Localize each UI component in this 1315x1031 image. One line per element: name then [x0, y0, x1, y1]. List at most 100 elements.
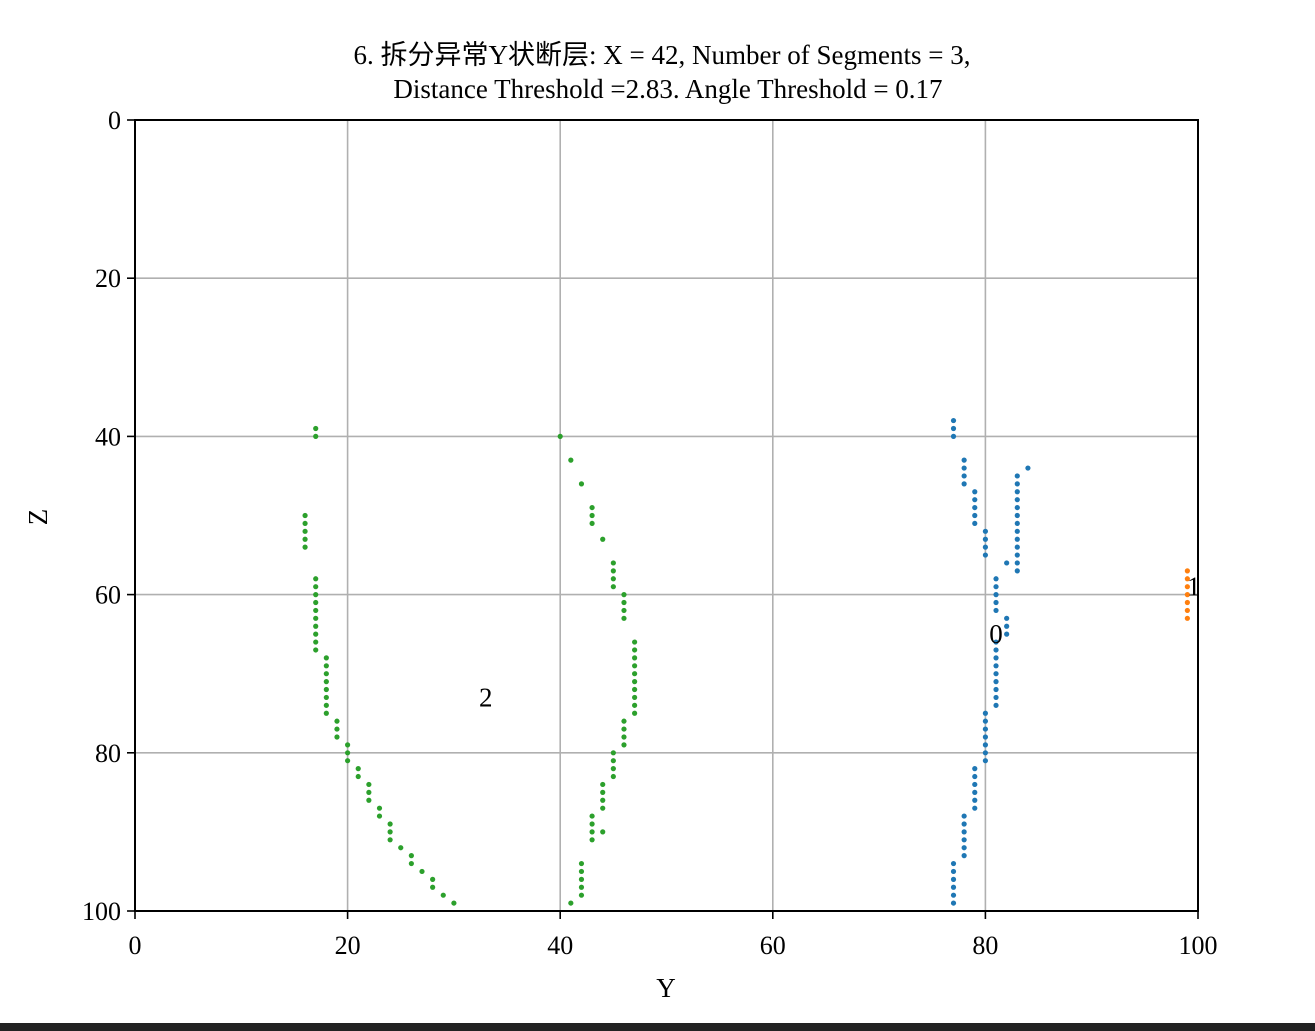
data-point [961, 465, 967, 471]
x-tick-label: 80 [972, 931, 998, 960]
data-point [632, 671, 638, 677]
data-point [632, 702, 638, 708]
data-point [323, 655, 329, 661]
data-point [1014, 568, 1020, 574]
data-point [621, 615, 627, 621]
x-tick-label: 60 [760, 931, 786, 960]
data-point [993, 679, 999, 685]
data-point [313, 576, 319, 582]
data-point [1004, 623, 1010, 629]
data-point [440, 892, 446, 898]
x-tick-label: 100 [1179, 931, 1218, 960]
data-point [323, 686, 329, 693]
y-tick-label: 40 [95, 422, 121, 451]
data-point [610, 584, 616, 590]
data-point [950, 417, 957, 424]
data-point [982, 726, 989, 732]
data-point [578, 481, 585, 487]
data-point [972, 805, 978, 811]
data-point [323, 663, 329, 669]
data-point [1014, 560, 1020, 566]
data-point [993, 599, 999, 606]
data-point [610, 560, 616, 566]
y-tick-label: 80 [95, 739, 121, 768]
chart-title: 6. 拆分异常Y状断层: X = 42, Number of Segments … [354, 40, 971, 70]
data-point [961, 813, 967, 819]
data-point [589, 520, 595, 527]
data-point [993, 671, 999, 677]
data-point [398, 845, 404, 851]
cluster-label: 0 [989, 619, 1003, 649]
data-point [313, 631, 319, 637]
data-point [1184, 576, 1190, 582]
data-point [313, 607, 319, 614]
data-point [961, 821, 967, 827]
data-point [982, 718, 989, 724]
chart-subtitle: Distance Threshold =2.83. Angle Threshol… [393, 74, 942, 104]
data-point [961, 837, 967, 843]
data-point [982, 710, 989, 716]
data-point [610, 758, 616, 764]
data-point [1014, 528, 1020, 534]
data-point [355, 773, 361, 780]
data-point [313, 639, 319, 645]
y-axis-ticks: 0 20 40 60 80 100 [82, 106, 135, 926]
plot-frame [134, 119, 1199, 912]
data-point [961, 829, 967, 835]
data-point [334, 718, 340, 724]
data-point [345, 742, 351, 748]
data-point [578, 892, 585, 898]
data-point [950, 900, 957, 906]
data-point [313, 623, 319, 629]
data-point [972, 512, 978, 519]
data-point [950, 425, 957, 432]
data-point [993, 655, 999, 661]
data-point [982, 742, 989, 748]
data-point [621, 726, 627, 732]
y-tick-label: 0 [108, 106, 121, 135]
data-point [568, 457, 574, 463]
data-point [982, 536, 989, 542]
window-bottom-bar [0, 1023, 1315, 1031]
data-point [366, 789, 372, 795]
data-point [610, 568, 616, 574]
data-point [632, 655, 638, 661]
data-point [632, 647, 638, 653]
data-point [323, 694, 329, 701]
data-point [589, 821, 595, 827]
data-point [961, 473, 967, 479]
data-point [313, 615, 319, 621]
data-point [621, 599, 627, 606]
y-axis-label: Z [23, 509, 53, 526]
data-point [1014, 481, 1020, 487]
x-tick-label: 20 [335, 931, 361, 960]
data-point [430, 876, 436, 882]
data-point [302, 528, 308, 534]
cluster-label: 1 [1187, 572, 1201, 602]
data-point [313, 599, 319, 606]
data-point [302, 536, 308, 542]
data-point [1014, 512, 1020, 519]
data-point [1014, 504, 1020, 511]
data-point [610, 766, 616, 772]
data-point [334, 734, 340, 740]
data-point [376, 805, 383, 811]
data-point [355, 766, 361, 772]
data-point [972, 497, 978, 503]
data-point [632, 710, 638, 716]
data-point [993, 584, 999, 590]
data-point [408, 853, 414, 859]
data-point [950, 876, 957, 882]
data-point [982, 750, 989, 756]
y-tick-label: 100 [82, 897, 121, 926]
data-point [408, 860, 414, 867]
data-point [1184, 592, 1190, 598]
x-axis-ticks: 0 20 40 60 80 100 [129, 911, 1218, 960]
data-point [993, 686, 999, 693]
data-point [950, 892, 957, 898]
data-point [387, 829, 393, 835]
data-point [993, 576, 999, 582]
data-point [313, 425, 319, 432]
data-point [1014, 473, 1020, 479]
